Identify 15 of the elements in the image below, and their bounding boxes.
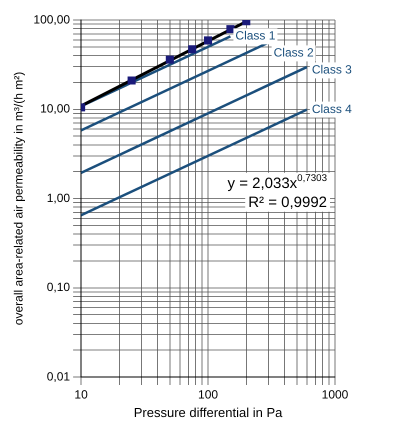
x-axis-title: Pressure differential in Pa [134,404,284,420]
y-tick-label: 100,00 [33,12,70,26]
y-axis-title: overall area-related air permeability in m³/(h m²) [12,72,26,326]
y-tick-label: 1,00 [46,190,70,205]
series-label: Class 4 [312,102,352,116]
series-label: Class 3 [312,62,352,77]
series-label: Class 2 [274,46,314,60]
y-tick-label: 0,10 [46,280,70,294]
y-tick-label: 0,01 [46,369,70,384]
x-tick-label: 10 [74,388,88,402]
annotation: R² = 0,9992 [248,194,328,211]
y-tick-label: 10,00 [40,102,70,116]
series-label: Class 1 [235,28,276,43]
x-tick-label: 100 [198,388,218,402]
x-tick-label: 1000 [322,388,349,402]
